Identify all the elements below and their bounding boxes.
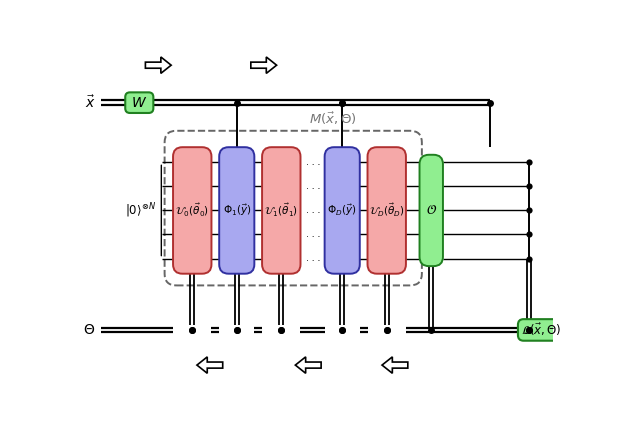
Bar	[325, 325, 360, 335]
Bar	[262, 325, 300, 335]
Text: . . .: . . .	[306, 206, 320, 215]
Polygon shape	[251, 57, 277, 73]
Text: $\Theta$: $\Theta$	[83, 323, 95, 337]
Polygon shape	[295, 357, 321, 373]
FancyBboxPatch shape	[125, 92, 154, 113]
FancyBboxPatch shape	[518, 319, 565, 341]
Text: $\mathcal{U}_D(\vec{\theta}_D)$: $\mathcal{U}_D(\vec{\theta}_D)$	[369, 202, 405, 219]
Text: . . .: . . .	[306, 254, 320, 263]
Text: . . .: . . .	[306, 230, 320, 239]
Text: $|0\rangle^{\otimes N}$: $|0\rangle^{\otimes N}$	[125, 201, 156, 220]
Bar	[368, 325, 406, 335]
Bar	[173, 325, 211, 335]
Bar	[219, 325, 254, 335]
Text: . . .: . . .	[306, 158, 320, 167]
FancyBboxPatch shape	[419, 155, 443, 266]
Text: $\mathcal{U}_1(\vec{\theta}_1)$: $\mathcal{U}_1(\vec{\theta}_1)$	[264, 202, 299, 219]
Text: . . .: . . .	[306, 254, 320, 263]
Text: $\mathcal{U}_0(\vec{\theta}_0)$: $\mathcal{U}_0(\vec{\theta}_0)$	[175, 202, 209, 219]
Text: . . .: . . .	[306, 182, 320, 191]
Polygon shape	[382, 357, 408, 373]
Text: . . .: . . .	[306, 206, 320, 215]
Text: $W$: $W$	[131, 96, 147, 109]
Text: $\mathcal{L}(\vec{x},\Theta)$: $\mathcal{L}(\vec{x},\Theta)$	[521, 322, 562, 338]
Polygon shape	[146, 57, 171, 73]
Text: $\Phi_D(\vec{y})$: $\Phi_D(\vec{y})$	[327, 203, 357, 218]
FancyBboxPatch shape	[368, 147, 406, 274]
FancyBboxPatch shape	[173, 147, 211, 274]
Bar	[301, 142, 324, 279]
Text: $\Phi_1(\vec{y})$: $\Phi_1(\vec{y})$	[223, 203, 251, 218]
FancyBboxPatch shape	[325, 147, 360, 274]
Text: $\vec{x}$: $\vec{x}$	[85, 94, 95, 111]
Text: $M(\vec{x},\Theta)$: $M(\vec{x},\Theta)$	[309, 111, 356, 127]
Polygon shape	[197, 357, 223, 373]
Text: . . .: . . .	[306, 230, 320, 239]
FancyBboxPatch shape	[219, 147, 254, 274]
Text: $\mathcal{O}$: $\mathcal{O}$	[425, 204, 437, 217]
Text: . . .: . . .	[306, 158, 320, 167]
FancyBboxPatch shape	[262, 147, 300, 274]
Text: . . .: . . .	[306, 182, 320, 191]
